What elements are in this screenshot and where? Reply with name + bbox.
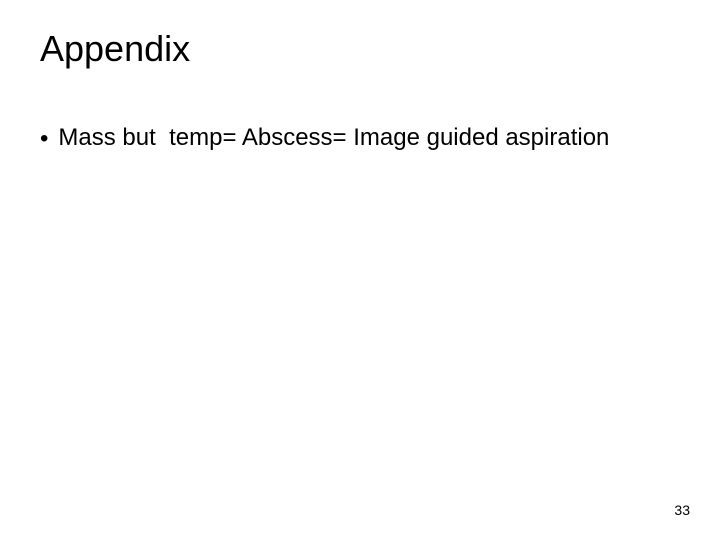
content-area: • Mass but temp= Abscess= Image guided a…	[40, 122, 660, 155]
bullet-text: Mass but temp= Abscess= Image guided asp…	[58, 122, 609, 154]
bullet-suffix: temp= Abscess= Image guided aspiration	[162, 124, 609, 151]
bullet-marker-icon: •	[40, 122, 48, 155]
bullet-item: • Mass but temp= Abscess= Image guided a…	[40, 122, 660, 155]
bullet-prefix: Mass but	[58, 124, 162, 151]
slide-title: Appendix	[40, 28, 190, 70]
page-number: 33	[674, 502, 690, 518]
